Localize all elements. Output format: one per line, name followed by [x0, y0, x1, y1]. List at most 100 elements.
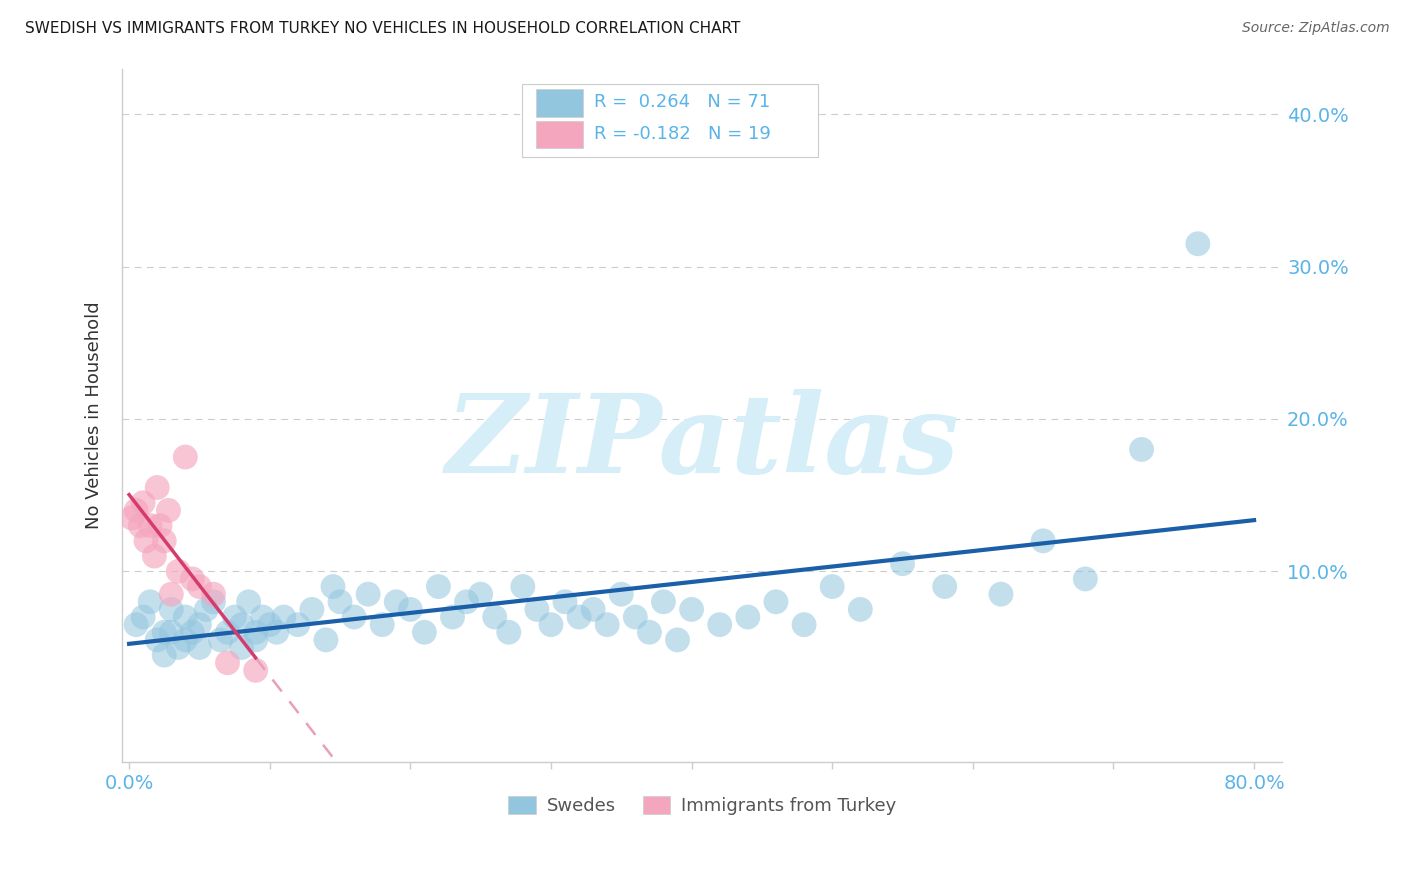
Legend: Swedes, Immigrants from Turkey: Swedes, Immigrants from Turkey: [509, 796, 896, 815]
Point: [157, 503, 180, 517]
Point: [139, 595, 162, 609]
Point: [132, 496, 155, 510]
Bar: [536, 120, 582, 148]
Point: [245, 632, 267, 647]
Point: [540, 617, 562, 632]
Point: [252, 610, 274, 624]
Text: ZIPatlas: ZIPatlas: [446, 389, 959, 497]
Point: [399, 602, 422, 616]
Point: [512, 580, 534, 594]
Point: [139, 518, 162, 533]
Point: [202, 595, 225, 609]
Point: [666, 632, 689, 647]
Point: [610, 587, 633, 601]
Point: [146, 481, 169, 495]
Point: [231, 640, 253, 655]
Text: SWEDISH VS IMMIGRANTS FROM TURKEY NO VEHICLES IN HOUSEHOLD CORRELATION CHART: SWEDISH VS IMMIGRANTS FROM TURKEY NO VEH…: [25, 21, 741, 36]
Point: [132, 610, 155, 624]
Point: [181, 625, 204, 640]
Point: [188, 640, 211, 655]
Point: [301, 602, 323, 616]
Point: [322, 580, 344, 594]
Point: [582, 602, 605, 616]
Point: [287, 617, 309, 632]
Point: [209, 632, 232, 647]
Point: [498, 625, 520, 640]
Point: [1032, 533, 1054, 548]
Point: [385, 595, 408, 609]
Point: [224, 610, 246, 624]
Point: [849, 602, 872, 616]
Point: [188, 580, 211, 594]
Point: [160, 625, 183, 640]
Point: [1187, 236, 1209, 251]
Point: [160, 587, 183, 601]
Point: [891, 557, 914, 571]
Point: [153, 625, 176, 640]
Point: [174, 450, 197, 464]
Point: [427, 580, 450, 594]
Point: [266, 625, 288, 640]
Point: [484, 610, 506, 624]
Point: [526, 602, 548, 616]
Point: [245, 625, 267, 640]
Text: R =  0.264   N = 71: R = 0.264 N = 71: [595, 93, 770, 111]
Point: [652, 595, 675, 609]
Point: [153, 533, 176, 548]
Point: [343, 610, 366, 624]
Point: [238, 595, 260, 609]
Point: [554, 595, 576, 609]
Point: [273, 610, 295, 624]
Point: [413, 625, 436, 640]
Point: [245, 664, 267, 678]
Point: [934, 580, 956, 594]
Point: [217, 656, 239, 670]
Point: [709, 617, 731, 632]
Point: [456, 595, 478, 609]
Point: [217, 625, 239, 640]
Point: [1130, 442, 1153, 457]
Point: [153, 648, 176, 662]
Point: [121, 511, 143, 525]
Bar: [536, 89, 582, 117]
Point: [259, 617, 281, 632]
Point: [681, 602, 703, 616]
Point: [125, 503, 148, 517]
Point: [441, 610, 464, 624]
Point: [167, 564, 190, 578]
Point: [357, 587, 380, 601]
Point: [596, 617, 619, 632]
Point: [371, 617, 394, 632]
Text: R = -0.182   N = 19: R = -0.182 N = 19: [595, 126, 770, 144]
Point: [129, 518, 152, 533]
Point: [821, 580, 844, 594]
Point: [174, 610, 197, 624]
Point: [188, 617, 211, 632]
Point: [181, 572, 204, 586]
Point: [793, 617, 815, 632]
Point: [765, 595, 787, 609]
Point: [174, 632, 197, 647]
FancyBboxPatch shape: [522, 84, 818, 157]
Point: [202, 587, 225, 601]
Point: [149, 518, 172, 533]
Point: [160, 602, 183, 616]
Text: Source: ZipAtlas.com: Source: ZipAtlas.com: [1241, 21, 1389, 35]
Point: [135, 533, 157, 548]
Point: [315, 632, 337, 647]
Point: [146, 632, 169, 647]
Point: [1074, 572, 1097, 586]
Point: [231, 617, 253, 632]
Point: [143, 549, 166, 563]
Point: [990, 587, 1012, 601]
Point: [125, 617, 148, 632]
Point: [167, 640, 190, 655]
Point: [195, 602, 218, 616]
Point: [470, 587, 492, 601]
Point: [737, 610, 759, 624]
Point: [624, 610, 647, 624]
Y-axis label: No Vehicles in Household: No Vehicles in Household: [86, 301, 103, 529]
Point: [568, 610, 591, 624]
Point: [329, 595, 352, 609]
Point: [638, 625, 661, 640]
